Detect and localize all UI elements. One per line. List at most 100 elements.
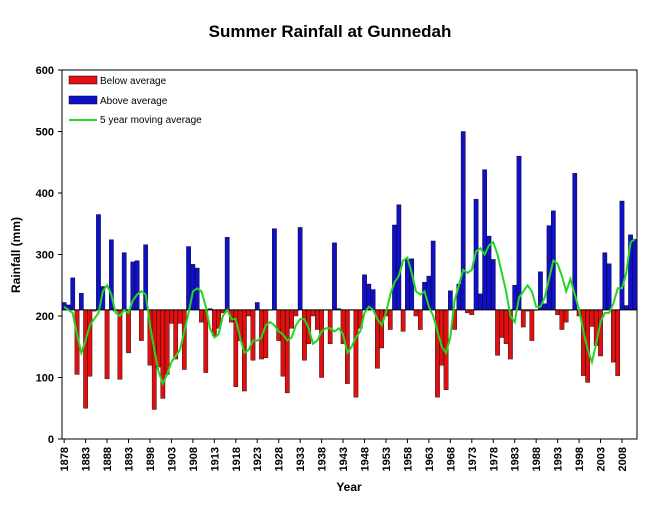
rainfall-bar [250, 309, 256, 361]
rainfall-bar [314, 309, 320, 330]
rainfall-bar [546, 225, 552, 311]
rainfall-bar [392, 224, 397, 311]
x-tick-label: 1928 [274, 447, 286, 471]
rainfall-bar [362, 274, 367, 311]
rainfall-bar [263, 309, 269, 359]
rainfall-bar [297, 227, 303, 311]
y-tick-label: 400 [36, 188, 54, 200]
rainfall-bar [611, 309, 616, 363]
y-tick-label: 0 [48, 434, 54, 446]
x-tick-label: 1978 [488, 447, 500, 471]
x-tick-label: 1918 [231, 447, 243, 471]
y-axis: 0 100 200 300 400 500 600 [36, 65, 62, 446]
rainfall-bar [126, 309, 131, 354]
rainfall-bar [327, 309, 333, 344]
x-tick-label: 1898 [145, 447, 157, 471]
x-tick-label: 1933 [295, 447, 307, 471]
legend: Below average Above average 5 year movin… [68, 75, 202, 126]
rainfall-bar [559, 309, 565, 330]
rainfall-bar [529, 309, 535, 341]
rainfall-bar [302, 309, 307, 361]
rainfall-bar [289, 309, 294, 329]
x-tick-label: 1888 [102, 447, 114, 471]
rainfall-bar [396, 204, 402, 311]
x-tick-label: 1953 [381, 447, 393, 471]
x-tick-label: 1988 [531, 447, 543, 471]
rainfall-bar [276, 309, 282, 341]
rainfall-bar [246, 309, 252, 317]
x-tick-label: 1878 [59, 447, 71, 471]
y-tick-label: 100 [36, 373, 54, 385]
x-axis: 1878 1883 1888 1893 1898 1903 1908 1913 1918 1923… [59, 439, 629, 471]
rainfall-bar [417, 309, 423, 330]
legend-label-moving-average: 5 year moving average [100, 115, 202, 126]
x-tick-label: 1963 [424, 447, 436, 471]
y-tick-label: 300 [36, 250, 54, 262]
x-tick-label: 1998 [574, 447, 586, 471]
rainfall-bar [211, 309, 217, 336]
x-tick-label: 2003 [596, 447, 608, 471]
x-tick-label: 1958 [402, 447, 414, 471]
rainfall-bar [319, 309, 324, 378]
rainfall-bar [96, 214, 101, 311]
rainfall-bar [70, 277, 76, 311]
x-tick-label: 1908 [188, 447, 200, 471]
x-tick-label: 1883 [81, 447, 93, 471]
y-tick-label: 200 [36, 311, 54, 323]
rainfall-bar [563, 309, 569, 323]
rainfall-bar [272, 228, 277, 311]
rainfall-bar [280, 309, 286, 377]
x-tick-label: 1993 [553, 447, 565, 471]
rainfall-bar [134, 260, 140, 311]
x-tick-label: 1983 [510, 447, 522, 471]
x-tick-label: 1948 [360, 447, 372, 471]
x-tick-label: 1938 [317, 447, 329, 471]
rainfall-bar [379, 309, 385, 349]
y-axis-label: Rainfall (mm) [9, 217, 23, 293]
rainfall-bar [439, 309, 445, 366]
rainfall-bar [495, 309, 500, 356]
x-tick-label: 1973 [467, 447, 479, 471]
rainfall-bar [405, 259, 410, 311]
x-tick-label: 1968 [445, 447, 457, 471]
rainfall-bar [499, 309, 505, 338]
x-tick-label: 1923 [252, 447, 264, 471]
rainfall-bar [447, 290, 453, 311]
rainfall-bar [353, 309, 359, 398]
rainfall-bar [632, 238, 638, 311]
rainfall-bar [370, 289, 376, 311]
rainfall-bar [310, 309, 316, 317]
rainfall-bar [332, 242, 337, 311]
x-tick-label: 2008 [617, 447, 629, 471]
rainfall-bar [293, 309, 299, 317]
rainfall-bar [589, 309, 595, 327]
rainfall-bar [156, 309, 161, 368]
rainfall-bar [623, 305, 629, 311]
rainfall-bar [104, 309, 110, 379]
rainfall-bar [542, 303, 548, 311]
rainfall-bar [516, 155, 522, 311]
rainfall-bar [482, 169, 488, 311]
rainfall-bar [169, 309, 174, 324]
rainfall-bar [460, 131, 466, 311]
rainfall-bar [430, 240, 436, 311]
x-tick-label: 1943 [338, 447, 350, 471]
rainfall-bar [512, 285, 518, 311]
x-tick-label: 1903 [166, 447, 178, 471]
y-tick-label: 600 [36, 65, 54, 77]
legend-swatch-above [68, 95, 98, 105]
rainfall-bar [619, 200, 625, 311]
x-tick-label: 1893 [124, 447, 136, 471]
x-tick-label: 1913 [209, 447, 221, 471]
legend-label-above: Above average [100, 96, 168, 107]
chart-title: Summer Rainfall at Gunnedah [209, 22, 452, 41]
rainfall-bar [87, 309, 93, 377]
rainfall-bar [602, 252, 608, 311]
rainfall-bar [490, 259, 496, 311]
rainfall-bar [83, 309, 88, 409]
rainfall-bar [139, 309, 144, 341]
rainfall-bar [177, 309, 183, 324]
legend-label-below: Below average [100, 76, 167, 87]
x-axis-label: Year [336, 480, 362, 494]
